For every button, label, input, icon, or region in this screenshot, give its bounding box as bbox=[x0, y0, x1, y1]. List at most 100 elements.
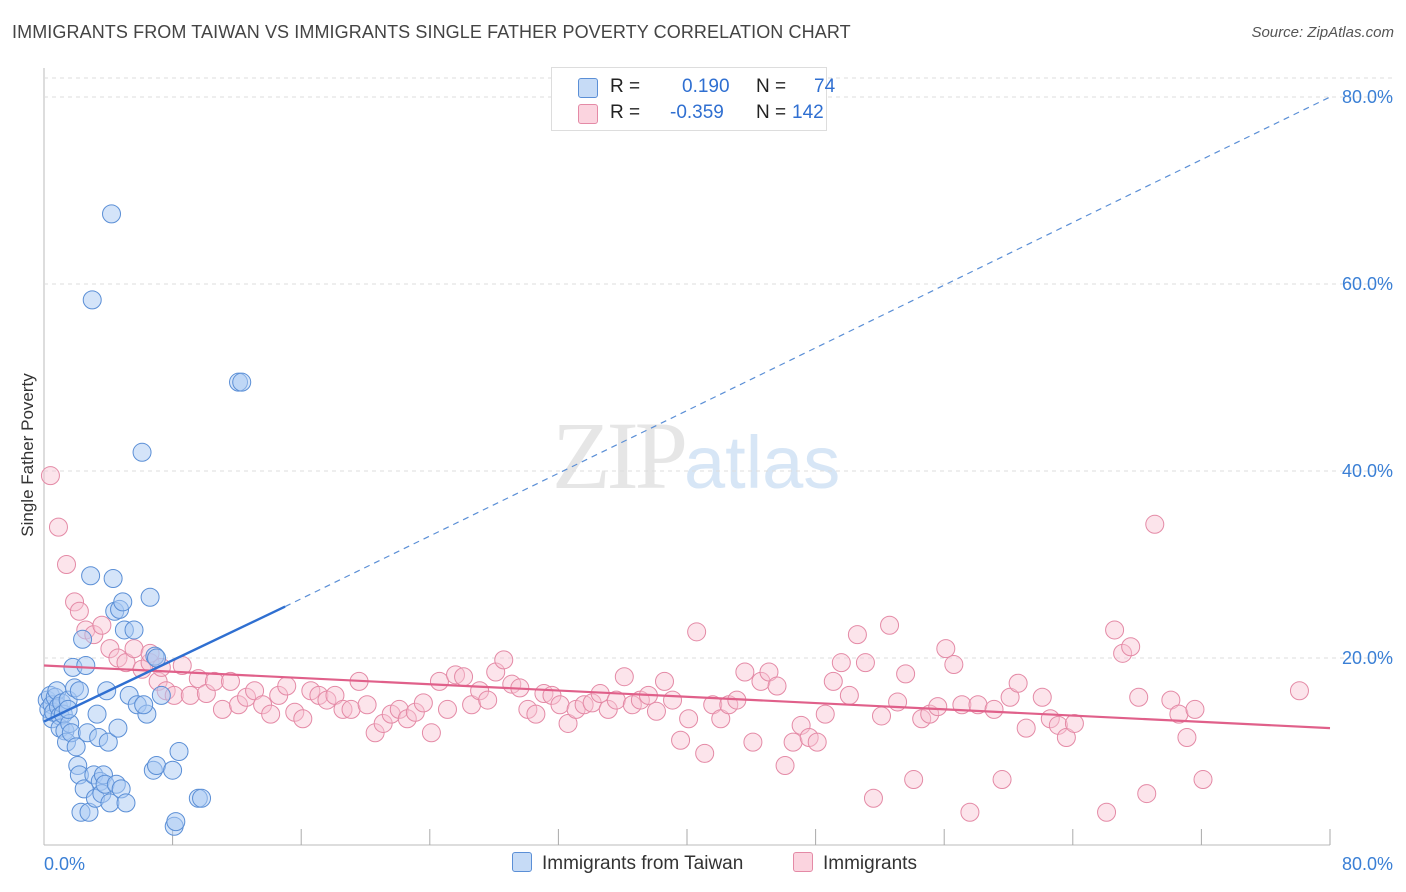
immigrants-point bbox=[478, 690, 498, 710]
bottom-legend-immigrants: Immigrants bbox=[793, 852, 917, 876]
taiwan-point bbox=[163, 760, 183, 780]
bottom-legend-swatch-taiwan bbox=[512, 852, 532, 872]
immigrants-point bbox=[735, 662, 755, 682]
immigrants-point bbox=[261, 704, 281, 724]
taiwan-point bbox=[113, 592, 133, 612]
taiwan-point bbox=[98, 732, 118, 752]
immigrants-point bbox=[454, 667, 474, 687]
taiwan-point bbox=[73, 629, 93, 649]
taiwan-trend-extension bbox=[284, 96, 1331, 608]
immigrants-point bbox=[212, 699, 232, 719]
immigrants-point bbox=[1097, 802, 1117, 822]
taiwan-point bbox=[192, 788, 212, 808]
taiwan-point bbox=[134, 695, 154, 715]
immigrants-point bbox=[333, 699, 353, 719]
immigrants-point bbox=[1145, 514, 1165, 534]
immigrants-point bbox=[57, 555, 77, 574]
taiwan-point bbox=[82, 290, 102, 310]
watermark-atlas: atlas bbox=[684, 421, 841, 504]
immigrants-point bbox=[807, 732, 827, 752]
immigrants-point bbox=[437, 699, 457, 719]
immigrants-point bbox=[831, 653, 851, 673]
immigrants-point bbox=[397, 709, 417, 729]
immigrants-point bbox=[654, 671, 674, 691]
taiwan-point bbox=[103, 569, 123, 589]
taiwan-trend-line bbox=[43, 605, 286, 723]
legend-r-value: 0.190 bbox=[682, 76, 730, 97]
immigrants-point bbox=[494, 650, 514, 670]
immigrants-point bbox=[880, 615, 900, 635]
immigrants-point bbox=[1121, 637, 1141, 657]
immigrants-point bbox=[614, 667, 634, 687]
immigrants-point bbox=[574, 695, 594, 715]
immigrants-point bbox=[984, 699, 1004, 719]
taiwan-point bbox=[108, 718, 128, 738]
y-tick-label: 20.0% bbox=[1342, 648, 1393, 668]
taiwan-point bbox=[132, 442, 152, 462]
legend-swatch-taiwan bbox=[578, 78, 598, 98]
legend-swatch-immigrants bbox=[578, 104, 598, 124]
immigrants-point bbox=[293, 709, 313, 729]
y-tick-label: 40.0% bbox=[1342, 461, 1393, 481]
immigrants-point bbox=[847, 625, 867, 645]
immigrants-point bbox=[237, 687, 257, 707]
watermark-zip: ZIP bbox=[552, 402, 688, 509]
legend-n-value: 74 bbox=[814, 76, 836, 97]
taiwan-point bbox=[66, 737, 86, 757]
immigrants-point bbox=[1105, 620, 1125, 640]
immigrants-point bbox=[285, 702, 305, 722]
immigrants-point bbox=[1177, 727, 1197, 747]
immigrants-point bbox=[550, 695, 570, 715]
immigrants-point bbox=[1193, 770, 1213, 790]
immigrants-point bbox=[767, 676, 787, 696]
taiwan-point bbox=[76, 655, 96, 675]
immigrants-point bbox=[775, 756, 795, 776]
immigrants-point bbox=[1289, 681, 1309, 701]
immigrants-point bbox=[743, 732, 763, 752]
immigrants-point bbox=[992, 770, 1012, 790]
immigrants-point bbox=[904, 770, 924, 790]
immigrants-point bbox=[679, 709, 699, 729]
immigrants-point bbox=[663, 690, 683, 710]
taiwan-point bbox=[81, 566, 101, 586]
immigrants-point bbox=[40, 466, 60, 486]
immigrants-point bbox=[92, 615, 112, 635]
legend-n-value: 142 bbox=[792, 102, 824, 123]
immigrants-point bbox=[65, 592, 85, 612]
immigrants-point bbox=[341, 699, 361, 719]
immigrants-point bbox=[1008, 673, 1028, 693]
watermark: ZIPatlas bbox=[552, 400, 840, 511]
immigrants-point bbox=[839, 685, 859, 705]
immigrants-point bbox=[968, 695, 988, 715]
legend-n-label: N = bbox=[756, 102, 787, 123]
immigrants-point bbox=[357, 695, 377, 715]
immigrants-point bbox=[429, 671, 449, 691]
immigrants-point bbox=[815, 704, 835, 724]
immigrants-point bbox=[872, 706, 892, 726]
immigrants-point bbox=[1032, 687, 1052, 707]
immigrants-point bbox=[229, 695, 249, 715]
immigrants-point bbox=[783, 732, 803, 752]
immigrants-trend-line bbox=[43, 664, 1331, 730]
immigrants-point bbox=[204, 671, 224, 691]
taiwan-point bbox=[102, 204, 122, 224]
immigrants-point bbox=[646, 701, 666, 721]
bottom-legend-label-taiwan: Immigrants from Taiwan bbox=[542, 853, 744, 874]
taiwan-point bbox=[166, 812, 186, 832]
immigrants-point bbox=[421, 723, 441, 743]
taiwan-point bbox=[232, 372, 252, 392]
immigrants-point bbox=[863, 788, 883, 808]
immigrants-point bbox=[671, 730, 691, 750]
x-tick-label: 0.0% bbox=[44, 854, 85, 874]
immigrants-point bbox=[446, 665, 466, 685]
immigrants-point bbox=[896, 664, 916, 684]
immigrants-point bbox=[1113, 643, 1133, 663]
bottom-legend-taiwan: Immigrants from Taiwan bbox=[512, 852, 743, 876]
immigrants-point bbox=[606, 690, 626, 710]
legend-r-value: -0.359 bbox=[670, 102, 724, 123]
taiwan-point bbox=[140, 587, 160, 607]
legend-r-label: R = bbox=[610, 76, 641, 97]
immigrants-point bbox=[277, 676, 297, 696]
immigrants-point bbox=[823, 671, 843, 691]
immigrants-point bbox=[220, 671, 240, 691]
